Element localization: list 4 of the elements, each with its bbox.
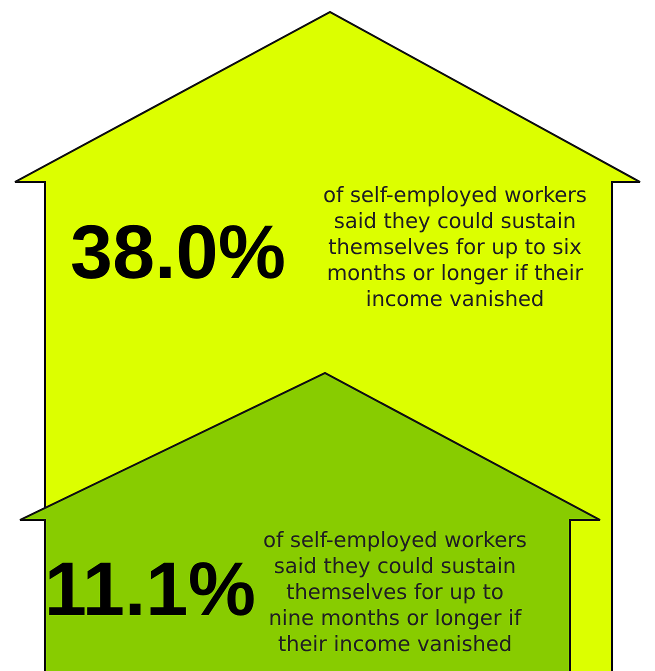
category-label: of self-employed workers said they could sustain themselves for up to six months or longer if their income vanished: [323, 183, 587, 311]
category-label: of self-employed workers said they could sustain themselves for up to nine months or longer if their income vanished: [263, 528, 527, 656]
data-label: 11.1%: [44, 547, 256, 632]
data-label: 38.0%: [70, 210, 286, 295]
